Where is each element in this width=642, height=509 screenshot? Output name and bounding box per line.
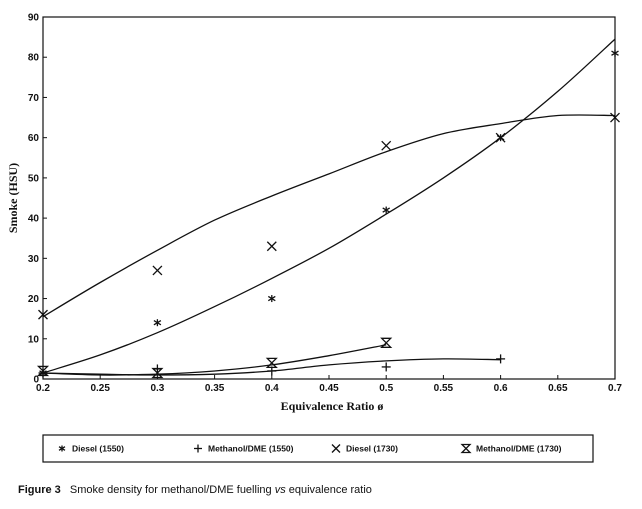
- marker-x: [331, 444, 341, 453]
- x-stroke: [331, 444, 341, 453]
- marker-x: [495, 132, 506, 143]
- x-stroke: [266, 241, 277, 252]
- marker-x: [38, 309, 48, 320]
- plot-frame: [42, 16, 616, 380]
- marker-x: [610, 112, 620, 123]
- marker-x: [152, 265, 163, 276]
- marker-asterisk: [382, 206, 391, 214]
- x-tick-label: 0.7: [608, 383, 622, 394]
- marker-x: [381, 140, 392, 151]
- y-tick-label: 80: [28, 53, 40, 64]
- caption-text-before: Smoke density for methanol/DME fuelling: [69, 484, 272, 496]
- x-tick-label: 0.55: [434, 383, 454, 394]
- y-tick-label: 50: [28, 173, 40, 184]
- y-tick-label: 30: [28, 254, 40, 265]
- marker-plus: [496, 354, 506, 364]
- x-tick-label: 0.6: [494, 383, 508, 394]
- series-curve-0: [42, 38, 616, 374]
- marker-plus: [381, 362, 391, 372]
- smoke-density-chart: 0.2 0.25 0.3 0.35 0.4 0.45 0.5 0.55 0.6 0.65 0.7 0…: [6, 13, 622, 463]
- y-tick-label: 40: [28, 214, 40, 225]
- x-stroke: [610, 112, 620, 123]
- data-markers: [36, 49, 620, 379]
- marker-hourglass: [151, 367, 164, 379]
- y-tick-label: 10: [28, 334, 40, 345]
- legend-item-2: Diesel (1730): [331, 444, 398, 454]
- marker-asterisk: [153, 319, 162, 327]
- legend-label: Methanol/DME (1730): [476, 444, 562, 454]
- marker-x: [266, 241, 277, 252]
- caption-label: Figure 3: [18, 484, 61, 496]
- figure-caption: Figure 3 Smoke density for methanol/DME …: [18, 484, 372, 496]
- x-tick-label: 0.65: [548, 383, 568, 394]
- legend-item-3: Methanol/DME (1730): [460, 443, 562, 454]
- y-tick-label: 90: [28, 13, 40, 24]
- hourglass-stroke: [265, 357, 278, 369]
- marker-asterisk: [267, 295, 276, 303]
- legend-label: Methanol/DME (1550): [208, 444, 294, 454]
- marker-hourglass: [265, 357, 278, 369]
- x-stroke: [495, 132, 506, 143]
- y-tick-label: 20: [28, 294, 40, 305]
- series-curve-2: [42, 114, 616, 318]
- y-tick-label: 60: [28, 133, 40, 144]
- fitted-curves: [42, 38, 616, 376]
- marker-hourglass: [460, 443, 472, 454]
- y-axis-title: Smoke (HSU): [6, 163, 20, 233]
- hourglass-stroke: [460, 443, 472, 454]
- marker-asterisk: [611, 49, 619, 57]
- marker-hourglass: [36, 365, 50, 377]
- x-tick-label: 0.4: [265, 383, 279, 394]
- marker-hourglass: [380, 337, 393, 348]
- y-tick-label: 0: [33, 375, 39, 386]
- legend-box: [42, 434, 594, 463]
- hourglass-stroke: [380, 337, 393, 348]
- x-tick-label: 0.3: [150, 383, 164, 394]
- x-axis-title: Equivalence Ratio ø: [281, 399, 384, 413]
- y-tick-label: 70: [28, 93, 40, 104]
- marker-asterisk: [58, 445, 66, 452]
- legend-item-0: Diesel (1550): [58, 444, 124, 454]
- x-tick-label: 0.2: [36, 383, 50, 394]
- legend-label: Diesel (1550): [72, 444, 124, 454]
- hourglass-stroke: [151, 367, 164, 379]
- x-stroke: [381, 140, 392, 151]
- caption-text-after: equivalence ratio: [288, 484, 372, 496]
- caption-vs: vs: [274, 484, 286, 496]
- x-tick-label: 0.25: [90, 383, 110, 394]
- x-tick-label: 0.35: [205, 383, 225, 394]
- x-axis-ticks: 0.2 0.25 0.3 0.35 0.4 0.45 0.5 0.55 0.6 0.65 0.7: [36, 375, 622, 394]
- marker-plus: [194, 444, 202, 453]
- x-tick-label: 0.5: [379, 383, 393, 394]
- x-stroke: [38, 309, 48, 320]
- marker-plus: [38, 368, 48, 378]
- series-curve-3: [42, 344, 387, 376]
- legend-item-1: Methanol/DME (1550): [194, 444, 294, 454]
- legend: Diesel (1550) Methanol/DME (1550) Diesel (…: [42, 434, 594, 463]
- legend-label: Diesel (1730): [346, 444, 398, 454]
- y-axis-ticks: 0 10 20 30 40 50 60 70 80 90: [28, 13, 47, 386]
- x-tick-label: 0.45: [319, 383, 339, 394]
- x-stroke: [152, 265, 163, 276]
- hourglass-stroke: [36, 365, 50, 377]
